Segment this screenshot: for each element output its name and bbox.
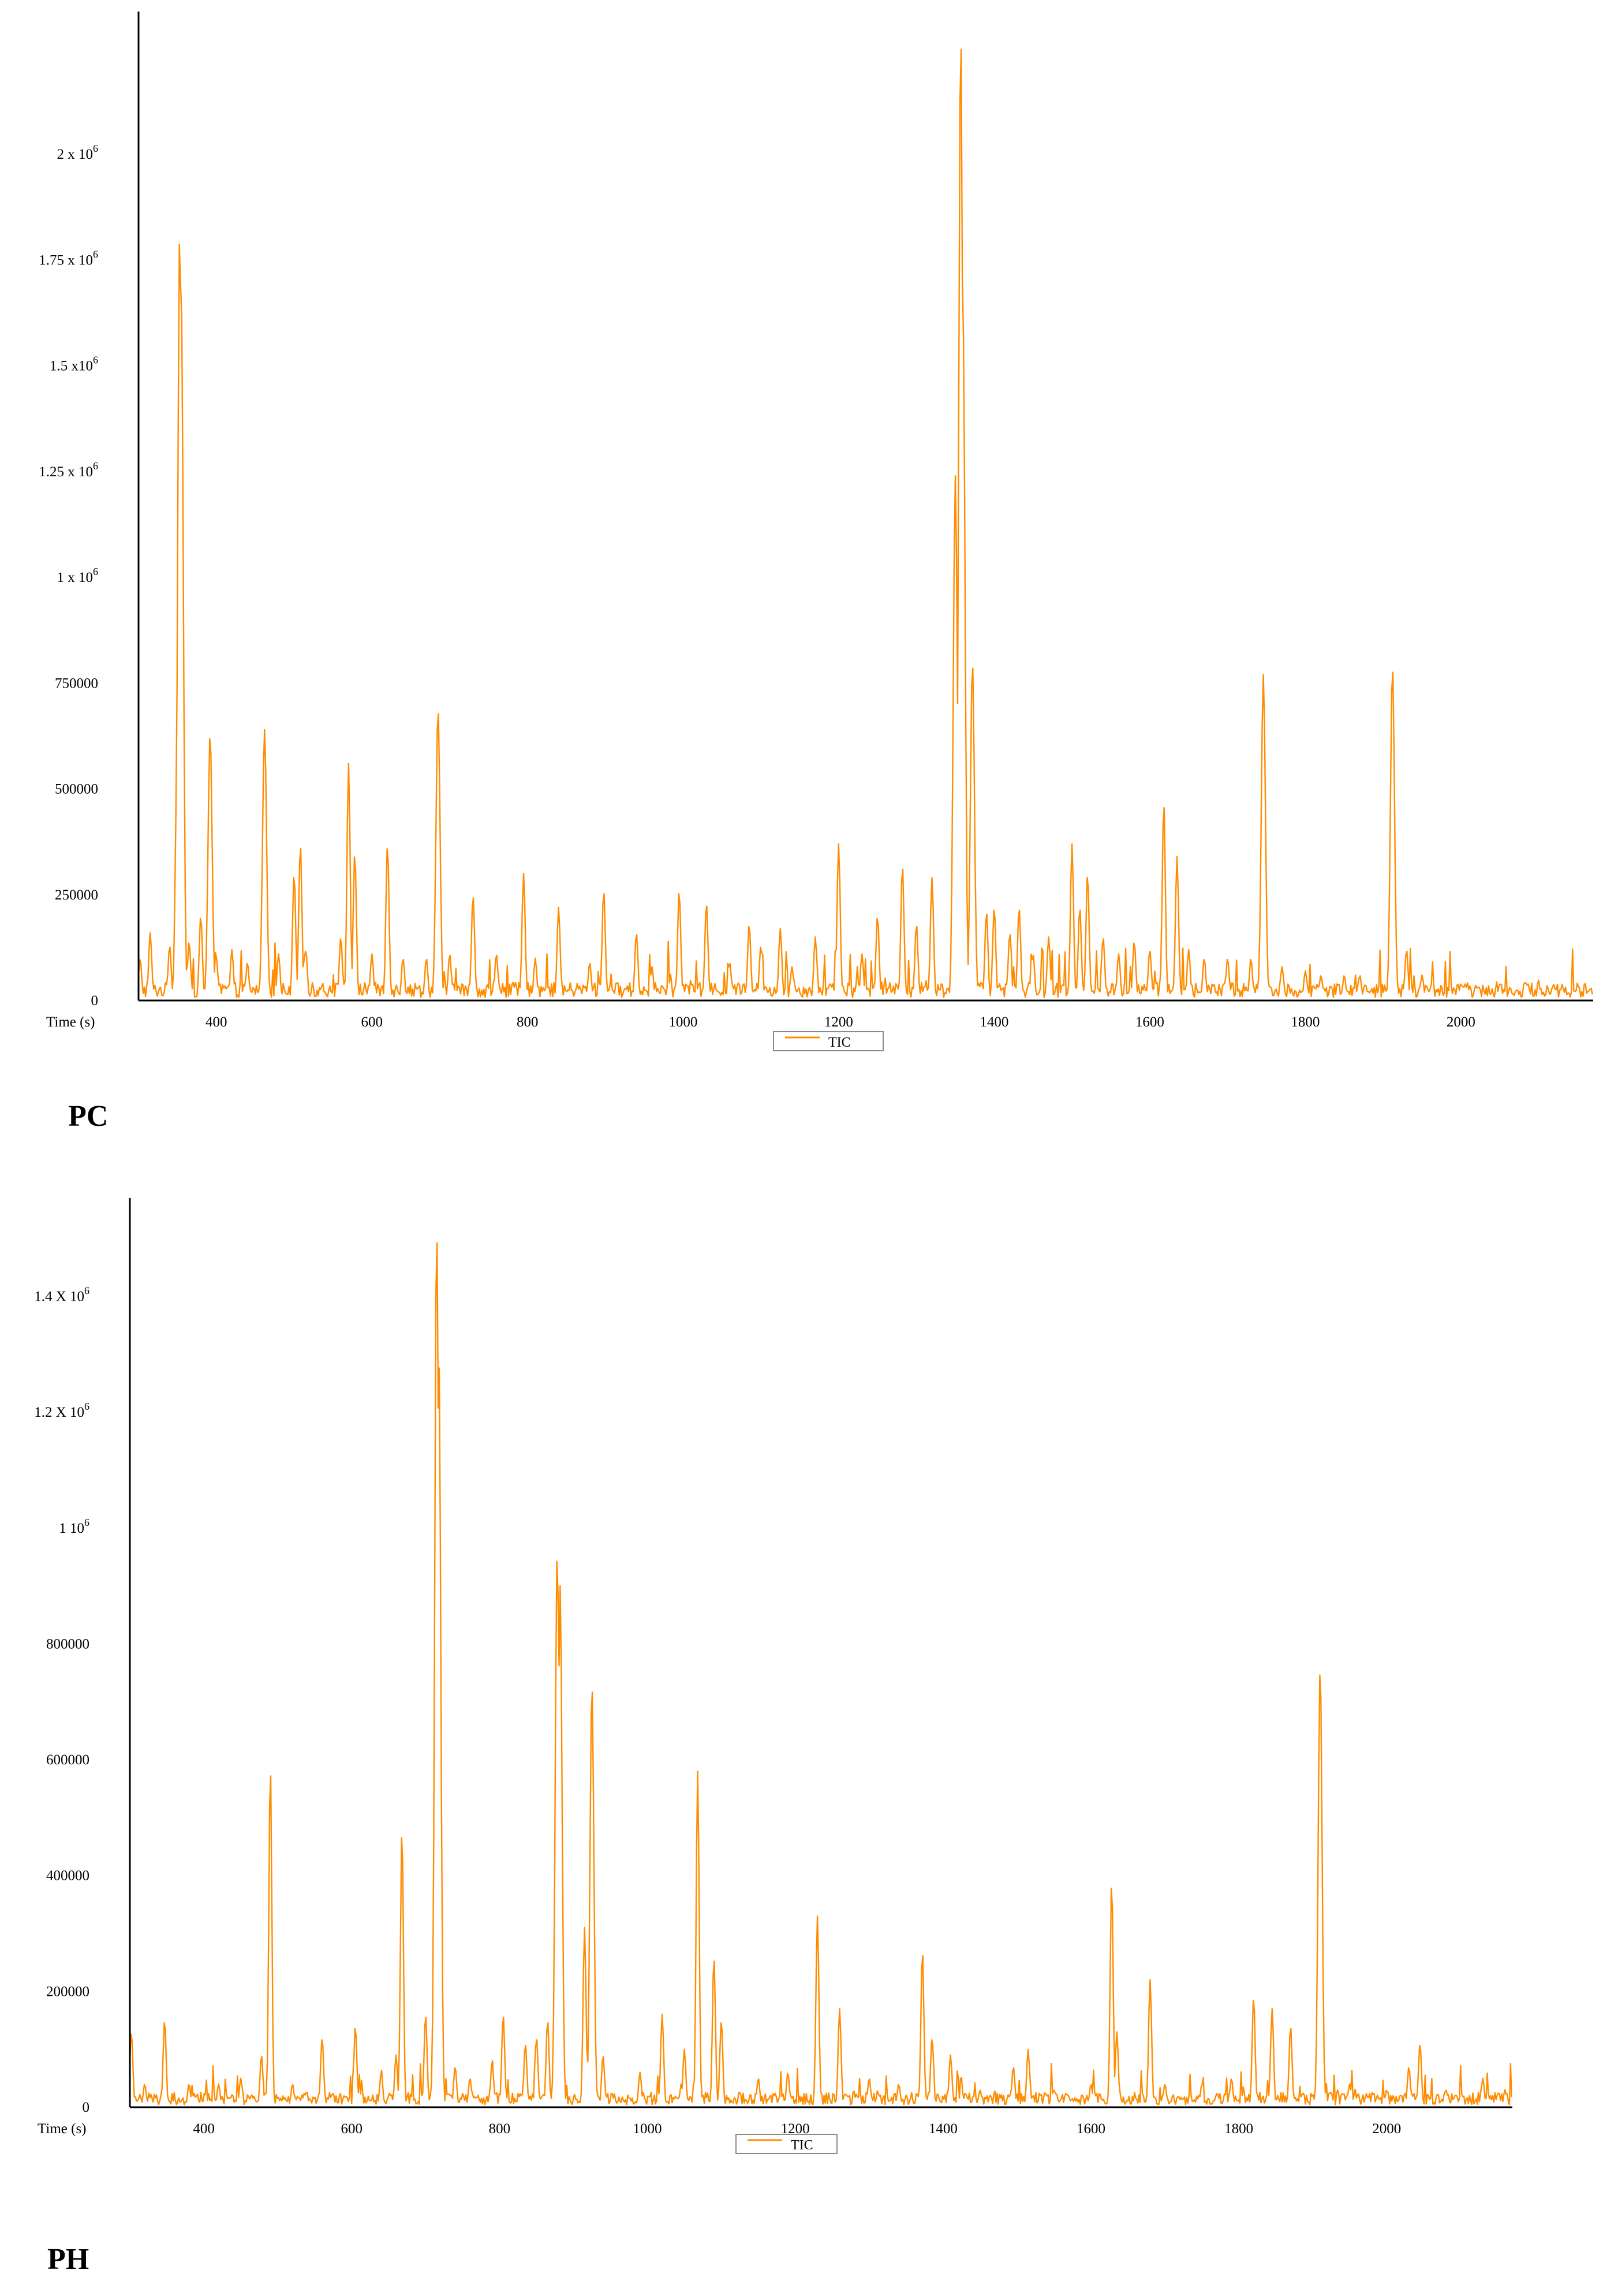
x-tick-labels: 400 600 800 1000 1200 1400 1600 1800 2000: [193, 2121, 1401, 2137]
legend: TIC: [773, 1031, 884, 1051]
x-tick-label: 2000: [1372, 2121, 1401, 2137]
y-tick-label: 2 x 106: [57, 143, 99, 162]
y-tick-exponent: 6: [93, 143, 98, 154]
y-tick-label: 500000: [55, 782, 98, 797]
x-tick-label: 2000: [1447, 1014, 1475, 1030]
x-tick-label: 1000: [633, 2121, 662, 2137]
y-tick-exponent: 6: [84, 1285, 89, 1296]
x-tick-label: 400: [193, 2121, 215, 2137]
y-tick-label: 1.2 X 106: [34, 1401, 89, 1420]
x-tick-labels: 400 600 800 1000 1200 1400 1600 1800 2000: [205, 1014, 1475, 1030]
x-tick-label: 1800: [1291, 1014, 1320, 1030]
x-tick-label: 1800: [1224, 2121, 1253, 2137]
chart-pc: 0 250000 500000 750000 1 x 106 1.25 x 106 1.5 …: [39, 12, 1593, 1133]
y-tick-label: 0: [83, 2100, 90, 2115]
y-tick-label: 600000: [46, 1752, 89, 1768]
x-axis-title: Time (s): [38, 2121, 87, 2137]
y-tick-exponent: 6: [93, 248, 98, 260]
x-tick-label: 1000: [668, 1014, 697, 1030]
y-tick-label: 750000: [55, 675, 98, 691]
y-tick-label: 1.5 x106: [50, 354, 98, 374]
tic-trace: [137, 48, 1593, 998]
x-axis-title: Time (s): [46, 1014, 95, 1030]
tic-trace: [129, 1242, 1512, 2105]
x-tick-label: 1400: [980, 1014, 1008, 1030]
x-tick-label: 600: [341, 2121, 363, 2137]
y-tick-label: 200000: [46, 1984, 89, 1999]
panel-label-ph: PH: [47, 2243, 89, 2276]
y-tick-labels: 0 250000 500000 750000 1 x 106 1.25 x 106 1.5 …: [39, 143, 98, 1009]
y-tick-exponent: 6: [93, 566, 98, 577]
legend-box: [735, 2134, 838, 2154]
y-tick-label: 1 106: [59, 1517, 89, 1536]
y-tick-exponent: 6: [93, 460, 98, 472]
y-tick-label: 400000: [46, 1868, 89, 1884]
x-tick-label: 600: [361, 1014, 383, 1030]
y-tick-label: 1 x 106: [57, 566, 99, 585]
panel-label-pc: PC: [68, 1100, 108, 1133]
y-tick-labels: 0 200000 400000 600000 800000 1 106 1.2 X 106 1…: [34, 1285, 89, 2115]
x-tick-label: 800: [489, 2121, 511, 2137]
y-tick-label: 1.25 x 106: [39, 460, 98, 480]
x-tick-label: 1200: [824, 1014, 853, 1030]
y-tick-exponent: 6: [93, 354, 98, 366]
y-tick-label: 1.4 X 106: [34, 1285, 89, 1304]
chart-ph: 0 200000 400000 600000 800000 1 106 1.2 X 106 1…: [34, 1198, 1512, 2276]
legend-label-tic: TIC: [828, 1035, 851, 1050]
x-tick-label: 1600: [1135, 1014, 1164, 1030]
x-tick-label: 1600: [1077, 2121, 1105, 2137]
y-tick-label: 1.75 x 106: [39, 248, 98, 268]
x-tick-label: 1400: [929, 2121, 958, 2137]
x-tick-label: 400: [205, 1014, 227, 1030]
legend-box: [773, 1031, 884, 1051]
x-tick-label: 800: [517, 1014, 539, 1030]
y-tick-exponent: 6: [84, 1401, 89, 1412]
legend: TIC: [735, 2134, 838, 2154]
y-tick-label: 250000: [55, 887, 98, 903]
y-tick-label: 800000: [46, 1636, 89, 1652]
y-tick-exponent: 6: [84, 1517, 89, 1528]
legend-label-tic: TIC: [791, 2138, 813, 2153]
y-tick-label: 0: [91, 993, 99, 1009]
